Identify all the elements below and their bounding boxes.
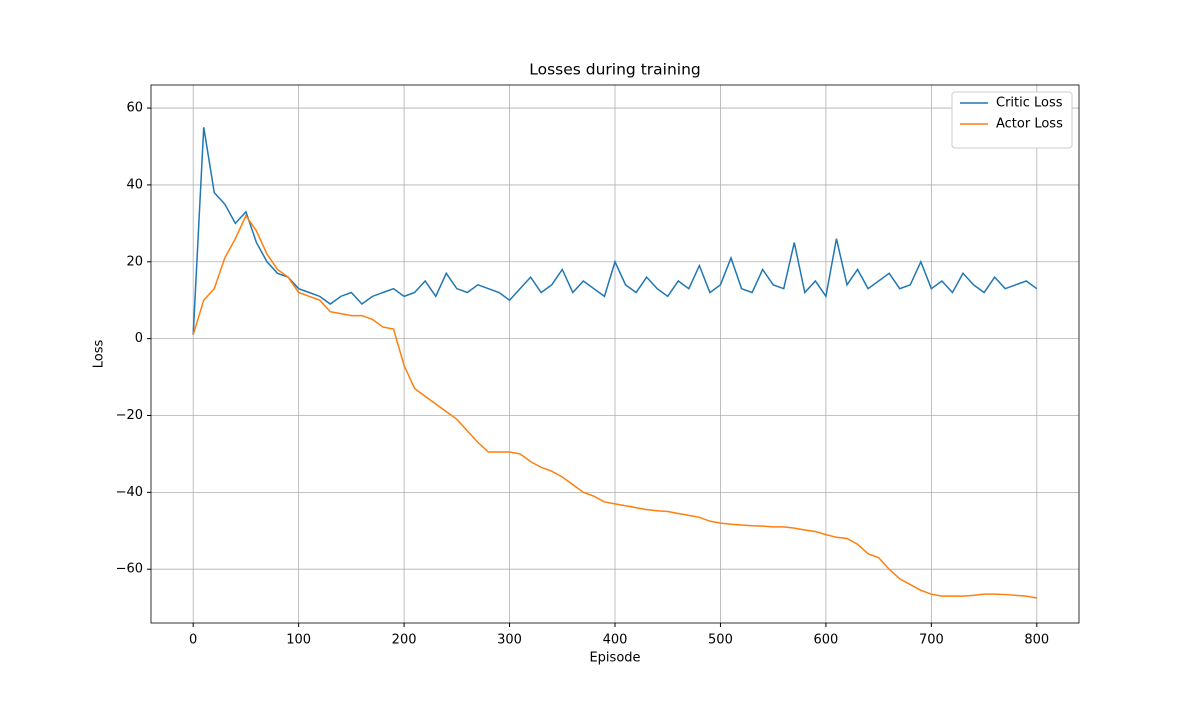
chart-title: Losses during training <box>529 61 701 79</box>
y-tick-label: 0 <box>135 331 143 346</box>
x-tick-label: 300 <box>497 633 522 648</box>
legend-box <box>951 91 1073 149</box>
legend-label: Critic Loss <box>996 96 1063 111</box>
x-axis-label: Episode <box>589 651 640 666</box>
x-tick-label: 500 <box>708 633 733 648</box>
series-line <box>192 127 1038 335</box>
plot-frame <box>150 84 1080 624</box>
y-tick-label: 40 <box>126 177 143 192</box>
x-tick-label: 700 <box>919 633 944 648</box>
y-tick-label: −60 <box>116 562 143 577</box>
x-tick-label: 0 <box>189 633 197 648</box>
x-tick-label: 800 <box>1024 633 1049 648</box>
series-line <box>192 214 1037 599</box>
y-tick-label: 60 <box>126 101 143 116</box>
x-tick-label: 100 <box>286 633 311 648</box>
x-tick-label: 600 <box>813 633 838 648</box>
y-tick-label: −40 <box>116 485 143 500</box>
legend-label: Actor Loss <box>996 117 1063 132</box>
y-tick-label: 20 <box>126 254 143 269</box>
y-axis-label: Loss <box>92 340 107 369</box>
x-tick-label: 400 <box>603 633 628 648</box>
y-tick-label: −20 <box>116 408 143 423</box>
x-tick-label: 200 <box>392 633 417 648</box>
